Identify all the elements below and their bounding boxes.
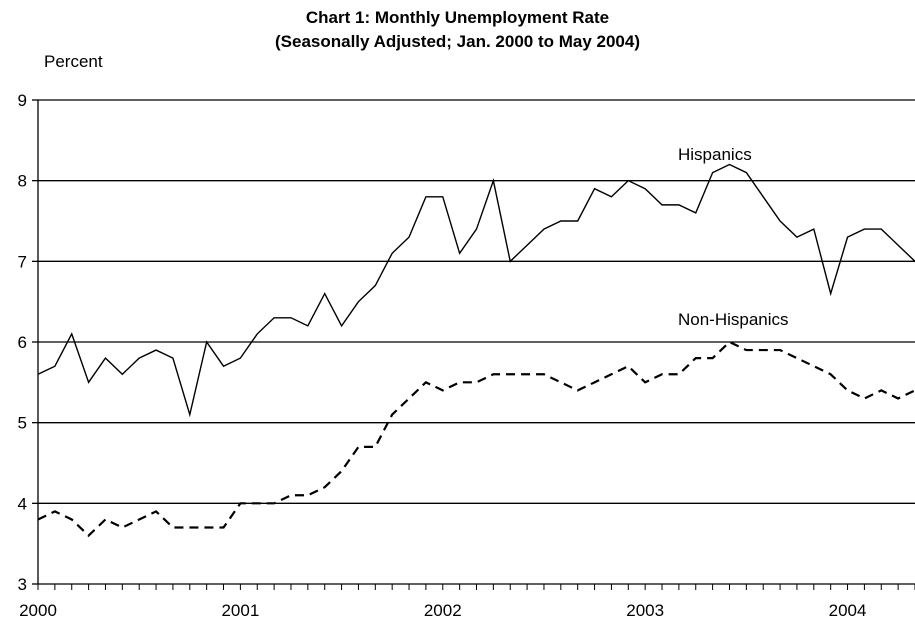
chart-title-line-2: (Seasonally Adjusted; Jan. 2000 to May 2… [274,32,640,51]
x-tick-label: 2004 [829,601,867,620]
data-point [475,381,477,383]
y-tick-label: 8 [18,172,27,191]
data-point [813,365,815,367]
series-label-hispanics: Hispanics [678,145,752,164]
data-point [374,446,376,448]
axes: 3 4 5 6 7 8 9 2000 2001 2002 2003 2004 [18,91,915,620]
y-tick-label: 3 [18,575,27,594]
series-layer [37,163,915,538]
data-point [408,397,410,399]
x-tick-label: 2001 [221,601,259,620]
data-point [678,373,680,375]
y-tick-label: 7 [18,252,27,271]
series-labels: Hispanics Non-Hispanics [678,145,789,329]
y-tick-label: 6 [18,333,27,352]
data-point [846,389,848,391]
data-point [290,494,292,496]
data-point [627,365,629,367]
series-line-hispanics [37,163,915,418]
x-tick-label: 2003 [626,601,664,620]
chart-title-line-1: Chart 1: Monthly Unemployment Rate [305,8,610,27]
x-tick-label: 2002 [424,601,462,620]
y-tick-label: 5 [18,414,27,433]
x-tick-label: 2000 [19,601,57,620]
y-axis-label: Percent [44,52,103,71]
data-point [307,494,309,496]
data-point [121,526,123,528]
series-line-non-hispanics [37,340,915,538]
series-label-non-hispanics: Non-Hispanics [678,310,789,329]
data-point [560,381,562,383]
y-tick-label: 9 [18,91,27,110]
data-point [172,526,174,528]
y-tick-label: 4 [18,494,27,513]
data-point [458,381,460,383]
gridlines [38,99,915,504]
